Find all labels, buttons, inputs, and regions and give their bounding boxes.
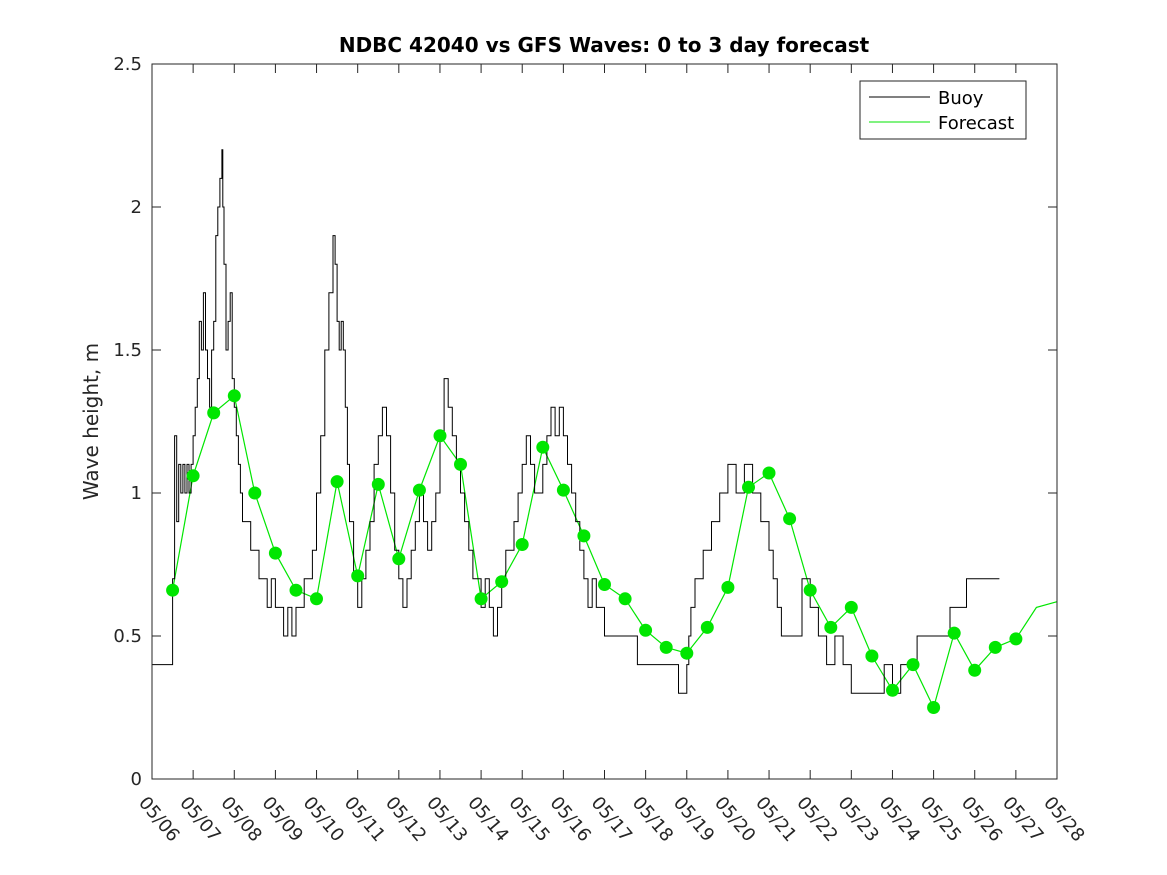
- legend-buoy-label: Buoy: [938, 88, 984, 109]
- x-tick-label: 05/20: [710, 793, 759, 846]
- forecast-marker: [783, 512, 797, 526]
- y-tick-label: 0: [131, 769, 142, 790]
- forecast-marker: [227, 389, 241, 403]
- x-tick-label: 05/23: [833, 793, 882, 846]
- x-tick-label: 05/24: [875, 793, 924, 846]
- forecast-marker: [906, 658, 920, 672]
- x-tick-label: 05/07: [175, 793, 224, 846]
- forecast-marker: [742, 480, 755, 494]
- forecast-marker: [865, 649, 879, 663]
- forecast-marker: [310, 592, 323, 606]
- forecast-marker: [968, 663, 982, 677]
- forecast-marker: [207, 406, 221, 420]
- forecast-marker: [659, 640, 673, 654]
- y-tick-label: 2: [131, 197, 142, 218]
- legend: Buoy Forecast: [859, 80, 1027, 140]
- forecast-marker: [166, 583, 180, 597]
- x-tick-label: 05/27: [998, 793, 1047, 846]
- x-tick-label: 05/21: [751, 793, 800, 846]
- forecast-marker: [433, 429, 447, 443]
- buoy-line: [152, 149, 1000, 694]
- y-axis-label: Wave height, m: [79, 343, 103, 500]
- forecast-marker: [577, 529, 591, 543]
- y-tick-label: 1.5: [113, 340, 142, 361]
- forecast-marker: [454, 457, 467, 471]
- forecast-marker: [639, 623, 653, 637]
- x-tick-label: 05/06: [134, 793, 183, 846]
- plot-area: [152, 64, 1057, 779]
- forecast-marker: [248, 486, 262, 500]
- forecast-marker: [289, 583, 303, 597]
- x-tick-label: 05/14: [463, 793, 512, 846]
- x-tick-label: 05/25: [916, 793, 965, 846]
- forecast-marker: [412, 483, 426, 497]
- x-tick-label: 05/11: [340, 793, 389, 846]
- forecast-marker: [680, 646, 694, 660]
- x-tick-label: 05/26: [957, 793, 1006, 846]
- forecast-marker: [515, 538, 529, 551]
- x-tick-label: 05/10: [299, 793, 348, 846]
- forecast-marker: [1009, 632, 1023, 646]
- x-tick-label: 05/13: [422, 793, 471, 846]
- forecast-marker: [947, 626, 961, 640]
- x-tick-label: 05/09: [258, 793, 307, 846]
- forecast-marker: [351, 569, 365, 583]
- legend-box: [859, 80, 1027, 140]
- x-tick-label: 05/16: [546, 793, 595, 846]
- forecast-marker: [700, 620, 714, 634]
- forecast-marker: [330, 475, 344, 489]
- plot-background: [152, 64, 1057, 779]
- x-tick-label: 05/17: [587, 793, 636, 846]
- y-tick-label: 0.5: [113, 626, 142, 647]
- x-tick-label: 05/15: [504, 793, 553, 846]
- x-tick-label: 05/12: [381, 793, 430, 846]
- forecast-marker: [988, 640, 1002, 654]
- x-tick-label: 05/28: [1039, 793, 1088, 846]
- forecast-marker: [536, 440, 550, 454]
- legend-forecast-label: Forecast: [938, 113, 1014, 134]
- forecast-marker: [371, 477, 385, 491]
- x-tick-label: 05/08: [216, 793, 265, 846]
- forecast-marker: [824, 620, 838, 634]
- forecast-marker: [721, 580, 735, 594]
- forecast-marker: [618, 592, 632, 606]
- forecast-marker: [844, 600, 858, 614]
- x-tick-label: 05/18: [628, 793, 677, 846]
- x-tick-label: 05/19: [669, 793, 718, 846]
- y-tick-label: 2.5: [113, 54, 142, 75]
- forecast-marker: [762, 466, 776, 480]
- chart-title: NDBC 42040 vs GFS Waves: 0 to 3 day fore…: [339, 33, 870, 57]
- forecast-marker: [803, 583, 817, 597]
- y-tick-label: 1: [131, 483, 142, 504]
- forecast-marker: [556, 483, 570, 497]
- x-tick-label: 05/22: [792, 793, 841, 846]
- forecast-markers: [166, 389, 1023, 714]
- forecast-marker: [186, 469, 200, 483]
- forecast-marker: [474, 592, 488, 606]
- forecast-marker: [927, 701, 941, 714]
- forecast-marker: [392, 552, 406, 566]
- forecast-marker: [495, 575, 509, 589]
- forecast-marker: [598, 578, 611, 591]
- forecast-marker: [268, 546, 282, 560]
- buoy-series: [152, 149, 1000, 694]
- y-axis-ticks: 0 0.5 1 1.5 2 2.5: [113, 54, 1057, 790]
- forecast-marker: [886, 683, 899, 697]
